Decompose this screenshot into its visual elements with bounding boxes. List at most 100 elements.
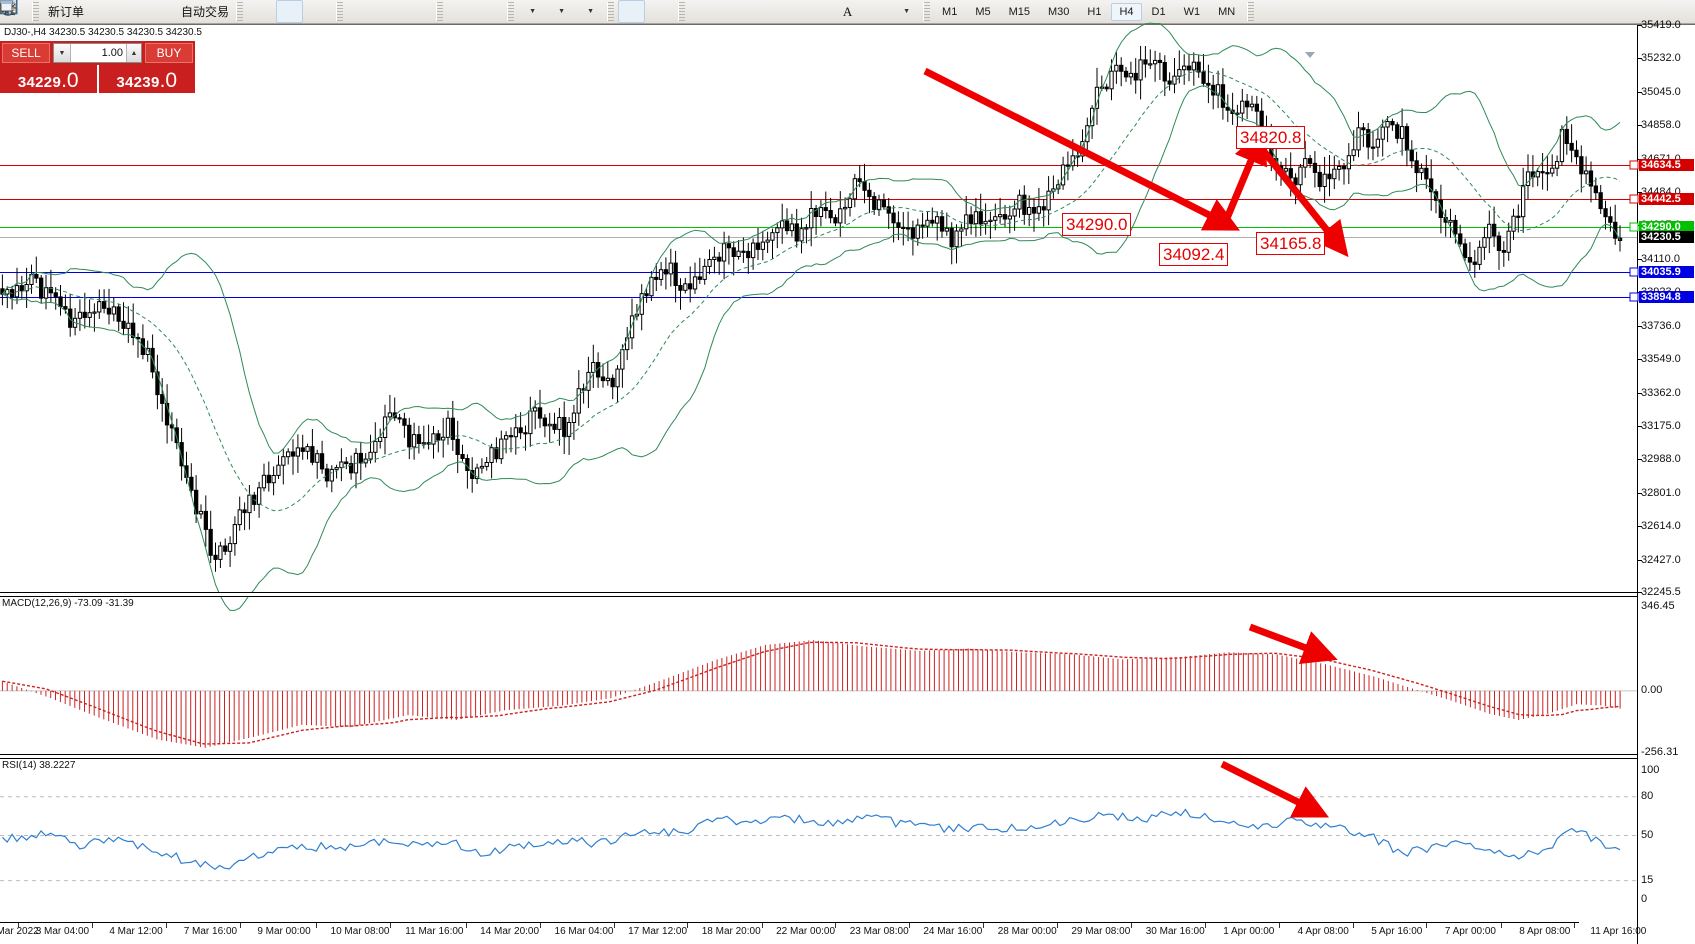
autotrading-label: 自动交易 [181, 5, 230, 19]
price-axis-tag[interactable]: 34035.9 [1639, 266, 1694, 279]
price-axis-tag[interactable]: 34290.0 [1639, 220, 1694, 233]
tile-windows-icon[interactable] [0, 0, 432, 23]
time-tick-mark [465, 923, 467, 928]
autotrading-button[interactable]: 自动交易 [0, 0, 232, 23]
price-level-line[interactable] [0, 297, 1637, 299]
price-tick: 35045.0 [1641, 85, 1681, 98]
price-tick: 32614.0 [1641, 520, 1681, 533]
macd-pane[interactable]: MACD(12,26,9) -73.09 -31.39 [0, 596, 1637, 757]
price-axis-tag[interactable]: 34230.5 [1639, 231, 1694, 244]
time-tick-mark [18, 923, 20, 928]
window-icon[interactable] [0, 0, 145, 23]
cursor-icon[interactable] [0, 0, 646, 23]
tick-mark [1638, 125, 1642, 127]
rsi-series [0, 796, 1637, 882]
rsi-pane[interactable]: RSI(14) 38.2227 [0, 758, 1637, 926]
time-tick-label: 28 Mar 00:00 [997, 926, 1057, 937]
volume-input[interactable]: ▼ 1.00 ▲ [53, 43, 142, 63]
line-chart-icon[interactable] [1, 0, 332, 23]
chart-plot-area[interactable]: 34820.8 34290.0 34092.4 34165.8 MACD(12,26,… [0, 22, 1646, 943]
timeframe-m5[interactable]: M5 [975, 5, 991, 18]
macd-label: MACD(12,26,9) -73.09 -31.39 [2, 598, 134, 609]
price-line-handle[interactable] [1629, 194, 1639, 204]
price-axis[interactable]: 35419.035232.035045.034858.034671.034484… [1637, 19, 1695, 944]
chevron-down-icon[interactable]: ▼ [529, 8, 536, 15]
timeframe-h1[interactable]: H1 [1087, 5, 1102, 18]
tick-mark [1638, 325, 1642, 327]
price-line-handle[interactable] [1629, 160, 1639, 170]
text-label-icon[interactable]: T [0, 0, 890, 23]
shapes-icon[interactable]: ▼ [1, 0, 919, 23]
tick-mark [1638, 258, 1642, 260]
buy-price[interactable]: 34239 .0 [99, 65, 196, 93]
price-level-line[interactable] [0, 272, 1637, 274]
timeframe-m30[interactable]: M30 [1048, 5, 1070, 18]
price-pane[interactable]: 34820.8 34290.0 34092.4 34165.8 [0, 22, 1639, 611]
trend-arrows[interactable] [0, 25, 1637, 592]
sell-price[interactable]: 34229 .0 [0, 65, 99, 93]
horizontal-line-icon[interactable] [2, 0, 745, 23]
candlestick-chart-icon[interactable] [1, 0, 304, 23]
chevron-down-icon[interactable]: ▼ [558, 8, 565, 15]
chevron-down-icon[interactable]: ▼ [903, 8, 910, 15]
period-icon[interactable]: ▼ [0, 0, 574, 23]
maximize-icon[interactable] [0, 0, 1694, 23]
new-order-button[interactable]: 新订单 [0, 0, 87, 23]
price-level-line[interactable] [0, 237, 1637, 239]
chart-shift-icon[interactable] [1, 0, 474, 23]
price-axis-tag[interactable]: 34634.5 [1639, 159, 1694, 172]
buy-button[interactable]: BUY [145, 43, 193, 63]
timeframe-d1[interactable]: D1 [1151, 5, 1166, 18]
rsi-tick: 50 [1641, 828, 1654, 841]
sell-button[interactable]: SELL [2, 43, 50, 63]
one-click-trading-panel[interactable]: SELL ▼ 1.00 ▲ BUY 34229 .0 34239 .0 [0, 41, 195, 93]
timeframe-w1[interactable]: W1 [1183, 5, 1201, 18]
vertical-line-icon[interactable] [5, 0, 716, 23]
bar-chart-icon[interactable] [1, 0, 274, 23]
time-tick-label: 1 Apr 00:00 [1223, 926, 1275, 937]
time-tick-mark [908, 923, 910, 928]
price-level-line[interactable] [0, 165, 1637, 167]
text-icon[interactable]: A [842, 3, 853, 19]
price-axis-tag[interactable]: 34442.5 [1639, 193, 1694, 206]
zoom-out-icon[interactable] [1, 0, 403, 23]
signal-icon[interactable] [0, 0, 174, 23]
timeframe-m15[interactable]: M15 [1008, 5, 1030, 18]
tick-mark [1638, 559, 1642, 561]
book-icon[interactable] [0, 0, 116, 23]
chart-annotation-label[interactable]: 34290.0 [1062, 213, 1132, 237]
price-axis-tag[interactable]: 33894.8 [1639, 291, 1694, 304]
equidistant-channel-icon[interactable]: E [1, 0, 803, 23]
time-axis[interactable]: Mar 2022 3 Mar 04:00 4 Mar 12:00 7 Mar 16:0… [0, 922, 1646, 943]
timeframe-h4[interactable]: H4 [1111, 2, 1142, 21]
indicators-icon[interactable]: ▼ [0, 0, 545, 23]
auto-scroll-icon[interactable] [1, 0, 503, 23]
tick-mark [1638, 492, 1642, 494]
fibonacci-icon[interactable]: F [2, 0, 832, 23]
chart-annotation-label[interactable]: 34165.8 [1256, 232, 1326, 256]
timeframe-mn[interactable]: MN [1218, 5, 1236, 18]
chart-window[interactable]: 35419.035232.035045.034858.034671.034484… [0, 19, 1695, 944]
trendline-icon[interactable] [1, 0, 774, 23]
volume-spinner-up-icon[interactable]: ▲ [126, 44, 141, 62]
macd-arrow[interactable] [0, 597, 1637, 757]
price-level-line[interactable] [0, 226, 1637, 228]
time-tick-mark [983, 923, 985, 928]
sell-price-fraction: .0 [61, 69, 79, 93]
volume-dropdown-icon[interactable]: ▼ [54, 44, 71, 62]
time-tick-mark [1056, 923, 1058, 928]
crosshair-icon[interactable] [1, 0, 674, 23]
timeframe-m1[interactable]: M1 [942, 5, 958, 18]
templates-icon[interactable]: ▼ [0, 0, 603, 23]
price-line-handle[interactable] [1629, 222, 1639, 232]
chevron-down-icon[interactable]: ▼ [587, 8, 594, 15]
price-tick: 32988.0 [1641, 453, 1681, 466]
rsi-arrow[interactable] [0, 759, 1637, 906]
chart-annotation-label[interactable]: 34820.8 [1236, 126, 1306, 150]
price-level-line[interactable] [0, 199, 1637, 201]
zoom-in-icon[interactable] [1, 0, 374, 23]
price-line-handle[interactable] [1629, 267, 1639, 277]
chart-annotation-label[interactable]: 34092.4 [1159, 243, 1229, 267]
price-line-handle[interactable] [1629, 292, 1639, 302]
volume-value[interactable]: 1.00 [101, 47, 123, 59]
